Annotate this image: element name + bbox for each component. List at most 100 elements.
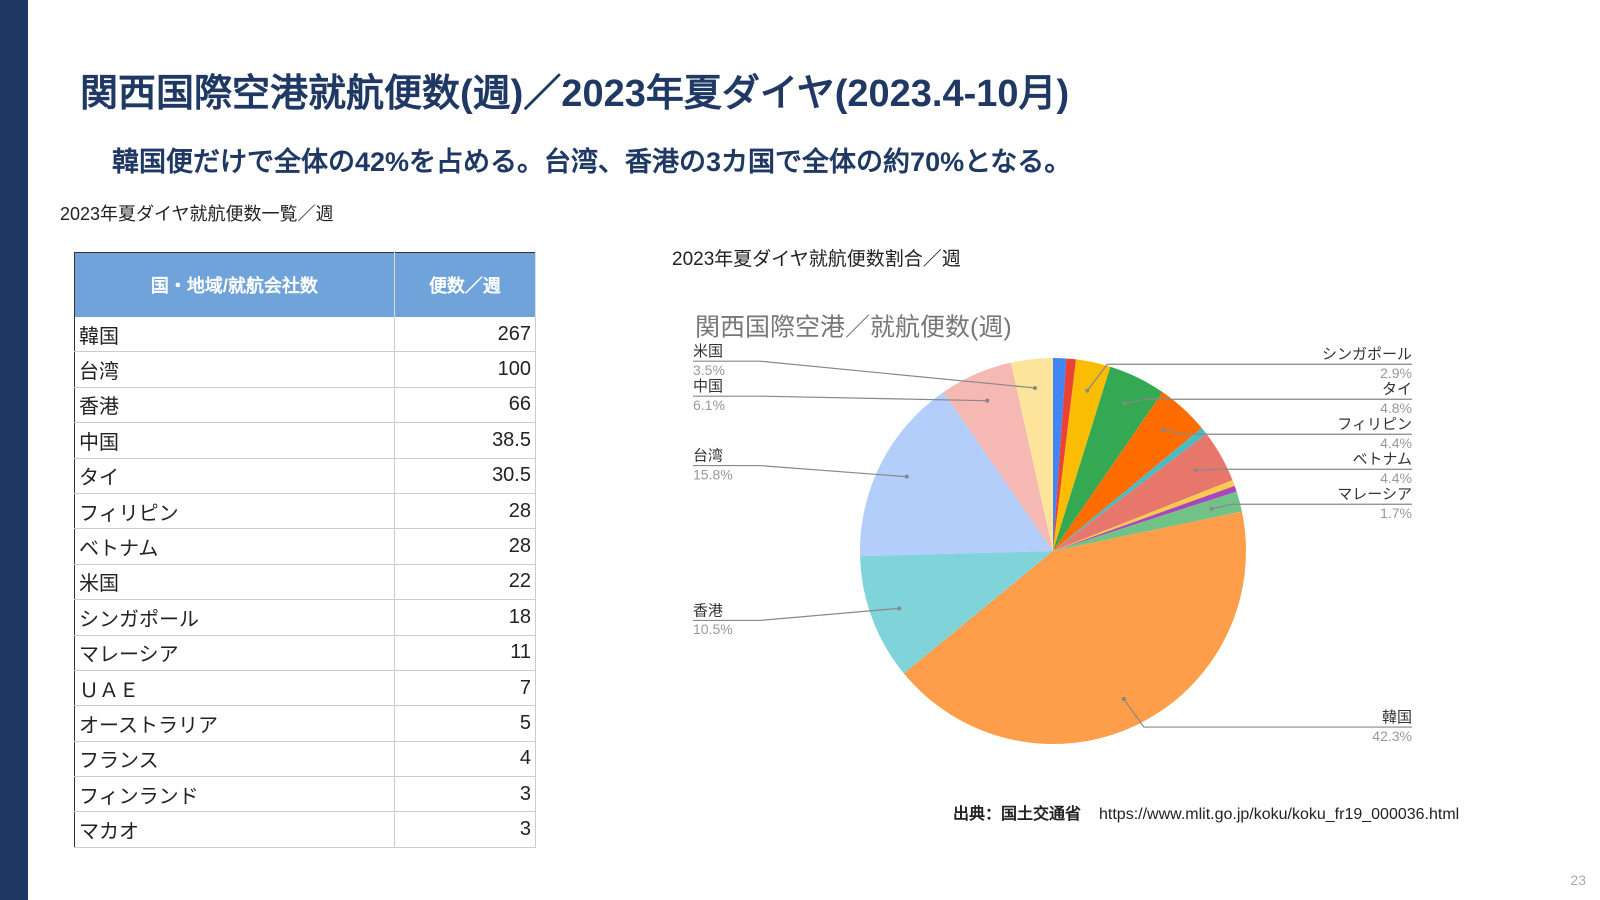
leader-line	[693, 395, 988, 402]
slice-label: 中国	[693, 378, 723, 395]
leader-line	[693, 360, 1036, 389]
table-row: オーストラリア 5	[74, 705, 537, 742]
slice-value-label: 1.7%	[1380, 505, 1412, 521]
slice-value-label: 6.1%	[693, 397, 725, 413]
slice-value-label: 15.8%	[693, 466, 733, 482]
leader-line	[1123, 698, 1412, 728]
slice-value-label: 10.5%	[693, 621, 733, 637]
leader-dot	[1122, 401, 1127, 406]
country: シンガポール	[74, 599, 395, 636]
leader-dot	[897, 606, 902, 611]
pie-slice	[1053, 359, 1111, 551]
country: 台湾	[74, 351, 395, 388]
pie-slice	[1053, 358, 1067, 551]
country: 米国	[74, 564, 395, 601]
pie-slice	[1010, 358, 1053, 551]
slice-value-label: 2.9%	[1380, 365, 1412, 381]
leader-line	[1211, 503, 1412, 510]
country: フランス	[74, 741, 395, 778]
slice-label: 米国	[693, 343, 723, 360]
chart-title: 関西国際空港／就航便数(週)	[695, 314, 1012, 342]
slice-value-label: 3.5%	[693, 362, 725, 378]
leader-dot	[904, 474, 909, 479]
country: マレーシア	[74, 635, 395, 671]
column-header: 国・地域/就航会社数	[74, 252, 395, 317]
slice-value-label: 4.8%	[1380, 400, 1412, 416]
table-row: 米国 22	[74, 564, 537, 601]
weekly-flights: 3	[394, 776, 537, 813]
slice-label: 台湾	[693, 448, 723, 465]
country: タイ	[74, 458, 395, 494]
pie-slice	[1053, 366, 1163, 551]
table-row: マカオ 3	[74, 811, 537, 848]
table-row: フィリピン 28	[74, 493, 537, 530]
slice-label: マレーシア	[1337, 486, 1412, 503]
weekly-flights: 28	[394, 528, 537, 565]
table-row: 韓国 267	[74, 317, 537, 353]
slice-label: シンガポール	[1322, 346, 1412, 363]
pie-slice	[1053, 480, 1235, 551]
leader-line	[693, 607, 900, 622]
slice-label: フィリピン	[1337, 416, 1412, 433]
leader-dot	[1032, 385, 1037, 390]
slice-value-label: 4.4%	[1380, 435, 1412, 451]
pie-slice	[860, 392, 1053, 557]
leader-line	[1163, 429, 1412, 435]
country: フィリピン	[74, 493, 395, 530]
weekly-flights: 22	[394, 564, 537, 601]
leader-line	[693, 464, 907, 478]
pie-slice	[1053, 485, 1237, 551]
table-row: ＵＡＥ 7	[74, 670, 537, 707]
slide-subtitle: 韓国便だけで全体の42%を占める。台湾、香港の3カ国で全体の約70%となる。	[112, 147, 1072, 177]
weekly-flights: 30.5	[394, 458, 537, 494]
slide-title: 関西国際空港就航便数(週)／2023年夏ダイヤ(2023.4-10月)	[80, 73, 1070, 115]
source-url: https://www.mlit.go.jp/koku/koku_fr19_00…	[1099, 806, 1460, 823]
country: 香港	[74, 387, 395, 424]
column-header: 便数／週	[394, 252, 537, 317]
table-row: フィンランド 3	[74, 776, 537, 813]
country: フィンランド	[74, 776, 395, 813]
weekly-flights: 7	[394, 670, 537, 707]
slice-label: ベトナム	[1352, 451, 1412, 468]
leader-dot	[1161, 428, 1166, 433]
table-row: 中国 38.5	[74, 422, 537, 459]
pie-slice	[943, 362, 1053, 551]
country: オーストラリア	[74, 705, 395, 742]
leader-line	[1124, 398, 1412, 405]
pie-slice	[1053, 491, 1242, 551]
pie-slice	[1053, 428, 1207, 551]
leader-dot	[985, 398, 990, 403]
slice-value-label: 42.3%	[1372, 728, 1412, 744]
table-row: シンガポール 18	[74, 599, 537, 636]
weekly-flights: 28	[394, 493, 537, 530]
weekly-flights: 267	[394, 317, 537, 353]
leader-dot	[1209, 506, 1214, 511]
table-caption: 2023年夏ダイヤ就航便数一覧／週	[60, 204, 334, 224]
country: ＵＡＥ	[74, 670, 395, 707]
weekly-flights: 4	[394, 741, 537, 778]
slice-value-label: 4.4%	[1380, 470, 1412, 486]
table-row: フランス 4	[74, 741, 537, 778]
page-number: 23	[1570, 872, 1586, 888]
leader-dot	[1193, 468, 1198, 473]
slice-label: タイ	[1382, 381, 1412, 398]
country: ベトナム	[74, 528, 395, 565]
table-row: タイ 30.5	[74, 458, 537, 494]
weekly-flights: 3	[394, 811, 537, 848]
pie-slice	[1053, 433, 1233, 551]
pie-slice	[860, 551, 1053, 674]
table-row: 香港 66	[74, 387, 537, 424]
chart-heading: 2023年夏ダイヤ就航便数割合／週	[672, 249, 961, 270]
table-row: 台湾 100	[74, 351, 537, 388]
source-label: 出典：国土交通省	[953, 806, 1082, 823]
source: 出典：国土交通省 https://www.mlit.go.jp/koku/koku…	[953, 800, 1459, 824]
leader-dot	[1085, 388, 1090, 393]
leader-line	[1195, 468, 1412, 471]
weekly-flights: 18	[394, 599, 537, 636]
weekly-flights: 11	[394, 635, 537, 671]
leader-dot	[1121, 696, 1126, 701]
table-row: マレーシア 11	[74, 635, 537, 671]
country: 中国	[74, 422, 395, 459]
